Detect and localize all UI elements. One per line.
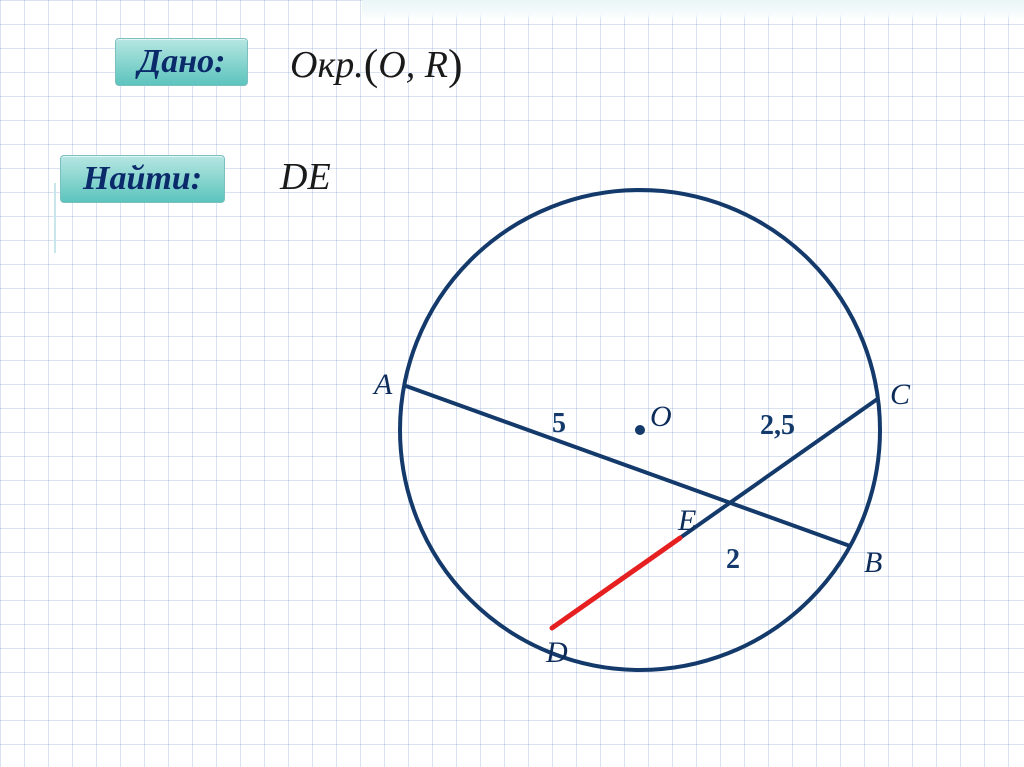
segment-DE — [552, 538, 680, 628]
geometry-diagram: A B C D E O 5 2,5 2 — [0, 0, 1024, 767]
point-label-D: D — [545, 636, 568, 669]
point-label-A: A — [372, 368, 393, 401]
segment-value-1: 2,5 — [760, 410, 795, 441]
point-label-B: B — [864, 546, 882, 579]
segment-value-2: 2 — [726, 544, 740, 575]
segment-value-0: 5 — [552, 408, 566, 439]
center-dot — [635, 425, 645, 435]
point-label-E: E — [677, 504, 696, 537]
point-label-C: C — [890, 378, 911, 411]
point-label-O: O — [650, 400, 672, 433]
